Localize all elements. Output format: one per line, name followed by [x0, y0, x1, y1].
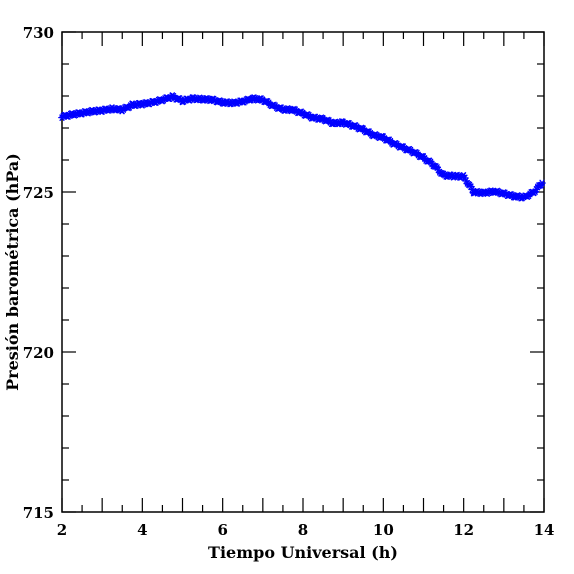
x-tick-label: 14	[534, 521, 555, 539]
x-tick-label: 6	[217, 521, 227, 539]
y-tick-label: 730	[23, 24, 54, 42]
y-tick-label: 725	[23, 184, 54, 202]
data-points	[58, 92, 546, 202]
y-axis-label: Presión barométrica (hPa)	[3, 153, 22, 391]
x-axis-label: Tiempo Universal (h)	[208, 543, 398, 562]
axis-ticks	[61, 31, 545, 513]
x-tick-label: 8	[298, 521, 308, 539]
y-tick-label: 720	[23, 344, 54, 362]
x-tick-label: 4	[137, 521, 147, 539]
tick-labels: 2 4 6 8 10 12 14 715 720 725 730	[23, 24, 555, 539]
x-tick-label: 12	[453, 521, 474, 539]
x-tick-label: 2	[57, 521, 67, 539]
y-tick-label: 715	[23, 504, 54, 522]
x-tick-label: 10	[373, 521, 394, 539]
data-point	[538, 179, 546, 187]
